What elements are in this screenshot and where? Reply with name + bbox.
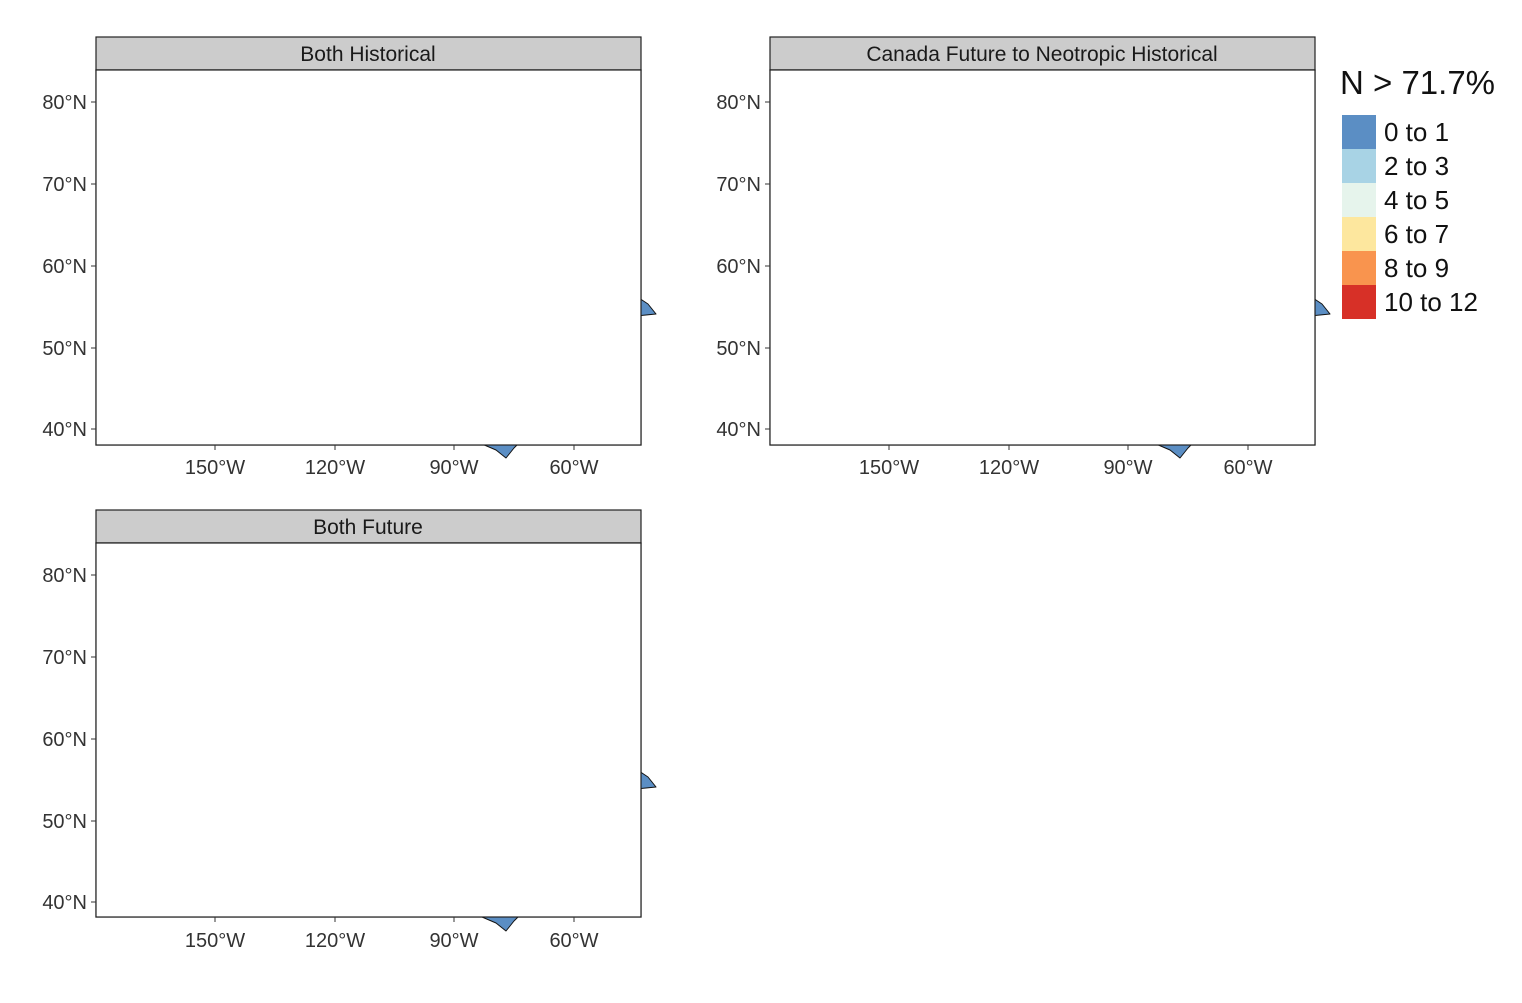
svg-text:80°N: 80°N — [42, 92, 87, 114]
x-axis: 150°W 120°W 90°W 60°W — [185, 445, 599, 479]
panel-both-future: Both Future 80°N 70°N 60°N 50°N 40°N — [42, 509, 657, 952]
svg-text:50°N: 50°N — [42, 811, 87, 833]
legend-title: N > 71.7% — [1340, 64, 1495, 101]
svg-text:60°N: 60°N — [42, 256, 87, 278]
svg-text:40°N: 40°N — [42, 419, 87, 441]
legend-label: 10 to 12 — [1384, 287, 1478, 317]
svg-text:150°W: 150°W — [185, 457, 245, 479]
svg-text:70°N: 70°N — [42, 647, 87, 669]
svg-text:120°W: 120°W — [305, 457, 365, 479]
legend-item: 0 to 1 — [1342, 115, 1449, 149]
legend-swatch — [1342, 251, 1376, 285]
panel-strip — [769, 36, 1316, 71]
legend-item: 2 to 3 — [1342, 149, 1449, 183]
panel-strip — [95, 36, 642, 71]
legend-label: 2 to 3 — [1384, 151, 1449, 181]
legend-label: 4 to 5 — [1384, 185, 1449, 215]
panel-title: Canada Future to Neotropic Historical — [866, 43, 1217, 66]
y-axis: 80°N 70°N 60°N 50°N 40°N — [42, 92, 96, 441]
legend-item: 8 to 9 — [1342, 251, 1449, 285]
svg-text:70°N: 70°N — [42, 174, 87, 196]
svg-text:90°W: 90°W — [429, 457, 478, 479]
x-axis: 150°W 120°W 90°W 60°W — [859, 445, 1273, 479]
svg-text:60°N: 60°N — [716, 256, 761, 278]
legend-label: 0 to 1 — [1384, 117, 1449, 147]
svg-text:60°W: 60°W — [549, 930, 598, 952]
legend-swatch — [1342, 285, 1376, 319]
svg-text:120°W: 120°W — [979, 457, 1039, 479]
svg-text:50°N: 50°N — [42, 338, 87, 360]
legend: N > 71.7% 0 to 1 2 to 3 4 to 5 6 to 7 8 … — [1340, 64, 1495, 319]
svg-text:90°W: 90°W — [429, 930, 478, 952]
svg-text:60°N: 60°N — [42, 729, 87, 751]
legend-item: 10 to 12 — [1342, 285, 1478, 319]
panel-canada-future-to-neotropic-historical: Canada Future to Neotropic Historical 80… — [716, 36, 1331, 479]
y-axis: 80°N 70°N 60°N 50°N 40°N — [42, 565, 96, 914]
legend-label: 6 to 7 — [1384, 219, 1449, 249]
y-axis: 80°N 70°N 60°N 50°N 40°N — [716, 92, 770, 441]
panel-title: Both Historical — [300, 43, 435, 66]
svg-text:40°N: 40°N — [716, 419, 761, 441]
svg-text:150°W: 150°W — [859, 457, 919, 479]
svg-text:50°N: 50°N — [716, 338, 761, 360]
svg-text:80°N: 80°N — [42, 565, 87, 587]
panel-strip — [95, 509, 642, 544]
panel-title: Both Future — [313, 516, 423, 539]
panel-both-historical: Both Historical 80°N 70°N 60°N 50°N 40°N… — [42, 36, 657, 479]
svg-text:90°W: 90°W — [1103, 457, 1152, 479]
legend-label: 8 to 9 — [1384, 253, 1449, 283]
svg-text:120°W: 120°W — [305, 930, 365, 952]
legend-swatch — [1342, 183, 1376, 217]
legend-item: 6 to 7 — [1342, 217, 1449, 251]
x-axis: 150°W 120°W 90°W 60°W — [185, 917, 599, 952]
svg-text:70°N: 70°N — [716, 174, 761, 196]
legend-swatch — [1342, 149, 1376, 183]
svg-text:80°N: 80°N — [716, 92, 761, 114]
legend-swatch — [1342, 217, 1376, 251]
svg-text:150°W: 150°W — [185, 930, 245, 952]
svg-text:60°W: 60°W — [549, 457, 598, 479]
svg-text:60°W: 60°W — [1223, 457, 1272, 479]
legend-swatch — [1342, 115, 1376, 149]
legend-item: 4 to 5 — [1342, 183, 1449, 217]
svg-text:40°N: 40°N — [42, 892, 87, 914]
